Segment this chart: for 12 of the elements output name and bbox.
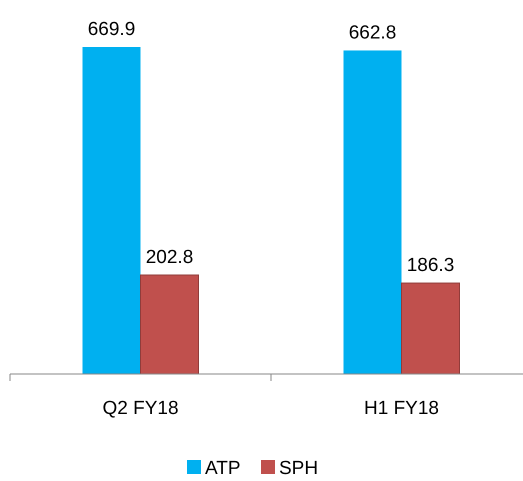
data-label: 669.9 [88,19,136,40]
bar [344,50,402,374]
data-label: 662.8 [348,22,396,44]
bar [82,47,140,374]
bar [140,274,199,374]
data-label: 202.8 [146,247,194,268]
legend-label: SPH [279,458,318,479]
legend-label: ATP [205,458,241,479]
x-tick-label: H1 FY18 [364,398,439,419]
data-label: 186.3 [406,255,454,276]
bar [401,282,460,374]
x-tick-label: Q2 FY18 [102,398,179,419]
